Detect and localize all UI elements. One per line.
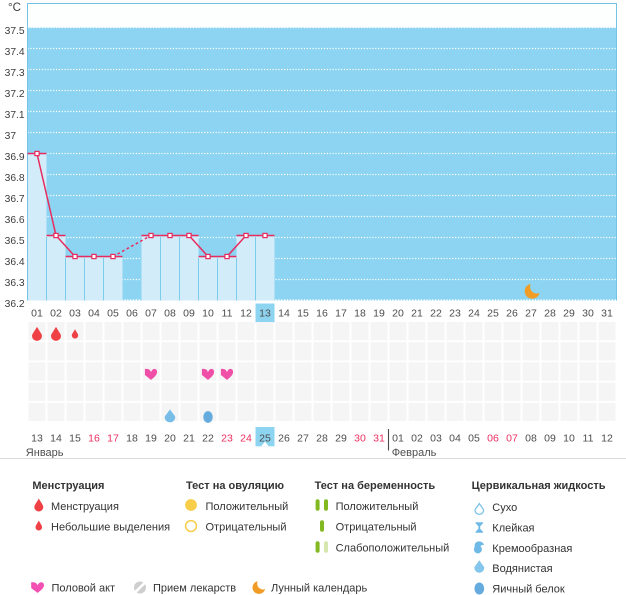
svg-text:28: 28 bbox=[544, 308, 556, 320]
svg-text:19: 19 bbox=[145, 433, 157, 445]
svg-text:Яичный белок: Яичный белок bbox=[492, 583, 565, 595]
svg-text:29: 29 bbox=[335, 433, 347, 445]
svg-text:08: 08 bbox=[164, 308, 176, 320]
svg-text:Тест на беременность: Тест на беременность bbox=[315, 480, 436, 492]
svg-text:26: 26 bbox=[506, 308, 518, 320]
svg-text:36.5: 36.5 bbox=[5, 236, 25, 247]
svg-text:Февраль: Февраль bbox=[392, 447, 437, 459]
svg-text:11: 11 bbox=[222, 308, 233, 320]
svg-text:37.1: 37.1 bbox=[5, 110, 25, 121]
svg-text:Прием лекарств: Прием лекарств bbox=[153, 582, 236, 594]
svg-text:19: 19 bbox=[373, 308, 385, 320]
svg-text:11: 11 bbox=[583, 433, 594, 445]
svg-text:Отрицательный: Отрицательный bbox=[206, 521, 287, 533]
svg-text:20: 20 bbox=[392, 308, 404, 320]
svg-text:°C: °C bbox=[8, 2, 21, 14]
svg-text:Менструация: Менструация bbox=[32, 480, 104, 492]
svg-text:05: 05 bbox=[468, 433, 480, 445]
svg-text:31: 31 bbox=[601, 308, 613, 320]
svg-text:03: 03 bbox=[69, 308, 81, 320]
svg-text:26: 26 bbox=[278, 433, 290, 445]
svg-text:37.5: 37.5 bbox=[5, 26, 25, 37]
svg-text:13: 13 bbox=[259, 308, 271, 320]
svg-text:29: 29 bbox=[563, 308, 575, 320]
svg-text:37: 37 bbox=[5, 131, 17, 142]
svg-text:17: 17 bbox=[107, 433, 119, 445]
svg-text:22: 22 bbox=[430, 308, 442, 320]
svg-text:23: 23 bbox=[221, 433, 233, 445]
svg-text:36.3: 36.3 bbox=[5, 278, 25, 289]
svg-text:Сухо: Сухо bbox=[492, 502, 517, 514]
svg-text:21: 21 bbox=[183, 433, 195, 445]
svg-text:31: 31 bbox=[373, 433, 385, 445]
svg-text:04: 04 bbox=[449, 433, 461, 445]
svg-text:24: 24 bbox=[240, 433, 252, 445]
svg-text:Клейкая: Клейкая bbox=[492, 522, 534, 534]
svg-text:Отрицательный: Отрицательный bbox=[336, 521, 417, 533]
svg-text:37.4: 37.4 bbox=[5, 47, 25, 58]
svg-text:01: 01 bbox=[392, 433, 404, 445]
svg-text:03: 03 bbox=[430, 433, 442, 445]
svg-text:Водянистая: Водянистая bbox=[492, 563, 552, 575]
svg-text:21: 21 bbox=[411, 308, 423, 320]
svg-text:04: 04 bbox=[88, 308, 100, 320]
svg-text:23: 23 bbox=[449, 308, 461, 320]
svg-text:08: 08 bbox=[525, 433, 537, 445]
svg-text:06: 06 bbox=[487, 433, 499, 445]
svg-text:Положительный: Положительный bbox=[336, 501, 419, 513]
svg-text:36.6: 36.6 bbox=[5, 215, 25, 226]
svg-text:36.8: 36.8 bbox=[5, 173, 25, 184]
svg-text:02: 02 bbox=[411, 433, 423, 445]
svg-text:10: 10 bbox=[563, 433, 575, 445]
svg-text:Тест на овуляцию: Тест на овуляцию bbox=[186, 480, 284, 492]
svg-text:16: 16 bbox=[316, 308, 328, 320]
svg-text:07: 07 bbox=[506, 433, 518, 445]
svg-text:Половой акт: Половой акт bbox=[52, 582, 116, 594]
svg-text:02: 02 bbox=[50, 308, 62, 320]
svg-text:36.9: 36.9 bbox=[5, 152, 25, 163]
svg-text:09: 09 bbox=[183, 308, 195, 320]
svg-text:22: 22 bbox=[202, 433, 214, 445]
svg-text:18: 18 bbox=[354, 308, 366, 320]
svg-text:30: 30 bbox=[582, 308, 594, 320]
svg-text:27: 27 bbox=[297, 433, 309, 445]
svg-text:13: 13 bbox=[31, 433, 43, 445]
svg-text:14: 14 bbox=[278, 308, 290, 320]
svg-text:20: 20 bbox=[164, 433, 176, 445]
svg-text:06: 06 bbox=[126, 308, 138, 320]
svg-text:Январь: Январь bbox=[26, 447, 64, 459]
svg-text:37.3: 37.3 bbox=[5, 68, 25, 79]
svg-text:18: 18 bbox=[126, 433, 138, 445]
svg-text:Цервикальная жидкость: Цервикальная жидкость bbox=[472, 480, 606, 492]
svg-text:10: 10 bbox=[202, 308, 214, 320]
svg-text:07: 07 bbox=[145, 308, 157, 320]
svg-text:36.4: 36.4 bbox=[5, 257, 25, 268]
svg-text:27: 27 bbox=[525, 308, 537, 320]
svg-text:01: 01 bbox=[31, 308, 43, 320]
svg-text:16: 16 bbox=[88, 433, 100, 445]
svg-text:15: 15 bbox=[69, 433, 81, 445]
svg-text:Положительный: Положительный bbox=[206, 501, 289, 513]
svg-text:Кремообразная: Кремообразная bbox=[492, 543, 572, 555]
svg-text:30: 30 bbox=[354, 433, 366, 445]
svg-text:Менструация: Менструация bbox=[51, 501, 119, 513]
svg-text:Слабоположительный: Слабоположительный bbox=[336, 542, 450, 554]
svg-text:28: 28 bbox=[316, 433, 328, 445]
svg-text:14: 14 bbox=[50, 433, 62, 445]
svg-text:Лунный календарь: Лунный календарь bbox=[271, 582, 368, 594]
svg-text:25: 25 bbox=[487, 308, 499, 320]
svg-text:12: 12 bbox=[240, 308, 252, 320]
svg-text:37.2: 37.2 bbox=[5, 89, 25, 100]
svg-text:05: 05 bbox=[107, 308, 119, 320]
svg-text:36.2: 36.2 bbox=[5, 299, 25, 310]
svg-text:24: 24 bbox=[468, 308, 480, 320]
svg-text:17: 17 bbox=[335, 308, 347, 320]
svg-text:Небольшие выделения: Небольшие выделения bbox=[51, 521, 170, 533]
svg-text:25: 25 bbox=[259, 433, 271, 445]
svg-text:36.7: 36.7 bbox=[5, 194, 25, 205]
svg-text:09: 09 bbox=[544, 433, 556, 445]
svg-text:15: 15 bbox=[297, 308, 309, 320]
svg-text:12: 12 bbox=[601, 433, 613, 445]
